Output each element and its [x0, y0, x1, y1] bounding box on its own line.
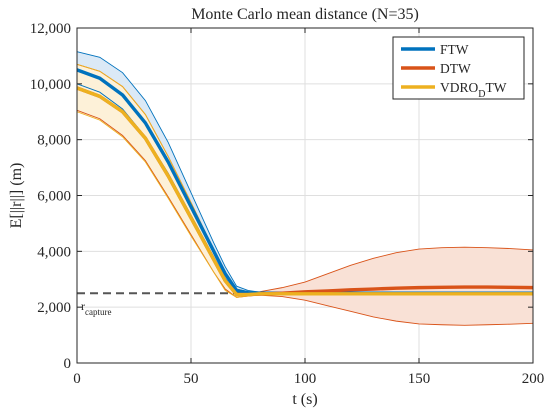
band-lower-dtw: [76, 109, 534, 326]
x-tick-label: 200: [522, 371, 545, 387]
legend: FTW DTW VDRODTW: [392, 36, 525, 100]
x-tick-label: 0: [73, 371, 81, 387]
y-tick-label: 0: [64, 356, 72, 372]
legend-label-ftw: FTW: [440, 42, 469, 57]
y-tick-label: 4,000: [37, 244, 71, 260]
x-tick-label: 150: [408, 371, 431, 387]
x-tick-label: 100: [294, 371, 317, 387]
mean-lines: [76, 68, 534, 297]
y-tick-label: 8,000: [37, 133, 71, 149]
legend-label-vdro-dtw: VDRODTW: [440, 80, 507, 100]
x-tick-label: 50: [184, 371, 199, 387]
band-dtw: [77, 64, 533, 326]
chart-title: Monte Carlo mean distance (N=35): [191, 6, 419, 23]
x-axis-label: t (s): [292, 391, 317, 408]
band-vdro-dtw: [77, 64, 533, 298]
legend-label-dtw: DTW: [440, 61, 471, 76]
y-tick-label: 12,000: [30, 21, 71, 37]
line-vdro-dtw: [76, 86, 533, 297]
y-tick-label: 10,000: [30, 77, 71, 93]
y-tick-label: 6,000: [37, 189, 71, 205]
y-axis-label: E[||r||] (m): [8, 163, 25, 229]
axis-ticks: 0 50 100 150 200 0 2,000 4,000 6,000 8,000 10,000 1…: [30, 21, 545, 387]
capture-label: rcapture: [81, 299, 111, 317]
y-tick-label: 2,000: [37, 300, 71, 316]
